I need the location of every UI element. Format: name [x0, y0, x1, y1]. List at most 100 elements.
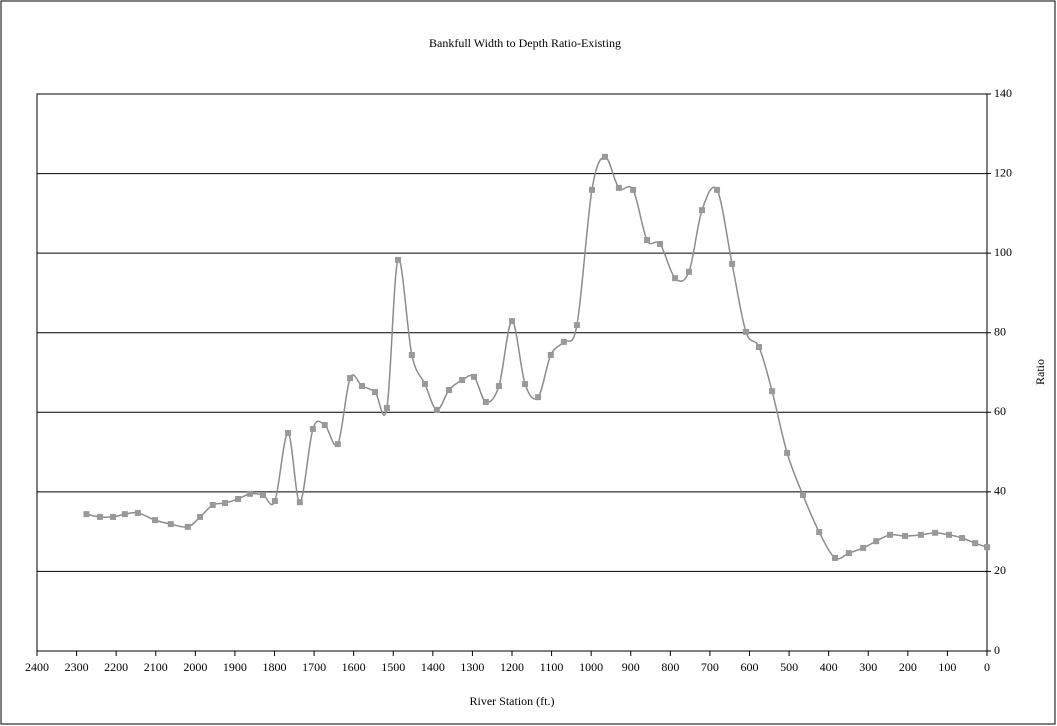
data-point — [433, 406, 440, 413]
data-point — [408, 351, 415, 358]
data-point — [459, 377, 466, 384]
x-tick-label: 800 — [661, 660, 679, 674]
x-tick-label: 200 — [899, 660, 917, 674]
data-point — [184, 523, 191, 530]
y-tick-label: 40 — [994, 484, 1006, 498]
data-point — [509, 318, 515, 325]
data-point — [309, 425, 316, 432]
data-point — [334, 441, 341, 448]
y-tick-label: 20 — [994, 563, 1006, 577]
x-tick-label: 1400 — [421, 660, 445, 674]
data-point — [873, 538, 880, 545]
data-point — [547, 351, 554, 358]
data-point — [602, 153, 609, 160]
data-point — [372, 388, 379, 395]
data-point — [167, 521, 174, 528]
data-point — [769, 388, 776, 395]
data-point — [917, 531, 924, 538]
data-point — [522, 381, 529, 388]
x-tick-label: 1600 — [342, 660, 366, 674]
x-tick-label: 0 — [984, 660, 990, 674]
data-point — [421, 381, 428, 388]
data-point — [784, 449, 791, 456]
x-tick-label: 2000 — [183, 660, 207, 674]
x-tick-label: 1000 — [579, 660, 603, 674]
y-tick-label: 140 — [994, 86, 1012, 100]
x-tick-label: 1500 — [381, 660, 405, 674]
data-point — [260, 492, 267, 499]
data-point — [672, 275, 679, 282]
data-point — [972, 540, 979, 547]
data-point — [151, 517, 158, 524]
y-tick-label: 0 — [994, 643, 1000, 657]
data-point — [446, 387, 453, 394]
x-tick-label: 1700 — [302, 660, 326, 674]
x-tick-label: 2400 — [25, 660, 49, 674]
data-point — [845, 550, 852, 557]
data-point — [482, 398, 489, 405]
data-point — [284, 429, 291, 436]
data-point — [222, 499, 229, 506]
data-point — [902, 533, 909, 540]
data-point — [984, 544, 990, 551]
data-point — [657, 240, 664, 247]
data-point — [816, 529, 823, 536]
x-tick-label: 700 — [701, 660, 719, 674]
data-point — [630, 186, 637, 193]
data-point — [235, 496, 242, 503]
data-point — [932, 529, 939, 536]
x-tick-label: 500 — [780, 660, 798, 674]
data-point — [573, 322, 580, 329]
data-point — [832, 554, 838, 561]
x-tick-label: 600 — [741, 660, 759, 674]
data-point — [83, 511, 90, 518]
data-point — [714, 186, 721, 193]
x-tick-label: 1200 — [500, 660, 524, 674]
data-point — [209, 501, 216, 508]
data-point — [756, 344, 762, 351]
x-tick-label: 100 — [938, 660, 956, 674]
x-tick-label: 400 — [820, 660, 838, 674]
y-tick-label: 120 — [994, 165, 1012, 179]
x-tick-label: 300 — [859, 660, 877, 674]
data-point — [271, 498, 278, 505]
data-point — [197, 513, 204, 520]
y-tick-label: 60 — [994, 404, 1006, 418]
data-point — [799, 492, 806, 499]
x-axis-label: River Station (ft.) — [470, 694, 555, 708]
data-point — [685, 268, 692, 275]
y-tick-label: 80 — [994, 324, 1006, 338]
data-point — [383, 404, 390, 411]
x-tick-label: 1300 — [460, 660, 484, 674]
chart-title: Bankfull Width to Depth Ratio-Existing — [429, 36, 621, 50]
y-axis-label: Ratio — [1033, 359, 1047, 385]
data-point — [643, 237, 650, 244]
data-point — [110, 513, 116, 520]
data-point — [96, 513, 103, 520]
data-point — [395, 256, 401, 263]
x-tick-label: 2200 — [104, 660, 128, 674]
data-point — [860, 544, 867, 551]
data-point — [615, 184, 622, 191]
data-point — [347, 375, 354, 382]
data-point — [946, 531, 952, 538]
data-point — [495, 383, 502, 390]
data-point — [588, 186, 595, 193]
data-point — [742, 328, 749, 335]
data-point — [887, 531, 894, 538]
plot-area — [36, 93, 988, 652]
data-point — [321, 422, 328, 429]
data-point — [246, 490, 253, 497]
data-point — [959, 535, 966, 542]
data-point — [134, 509, 141, 516]
x-tick-label: 1900 — [223, 660, 247, 674]
data-point — [296, 499, 303, 506]
data-point — [729, 260, 736, 267]
x-tick-label: 1100 — [540, 660, 564, 674]
x-tick-label: 2100 — [144, 660, 168, 674]
x-tick-label: 2300 — [65, 660, 89, 674]
data-point — [358, 383, 365, 390]
x-tick-label: 1800 — [263, 660, 287, 674]
